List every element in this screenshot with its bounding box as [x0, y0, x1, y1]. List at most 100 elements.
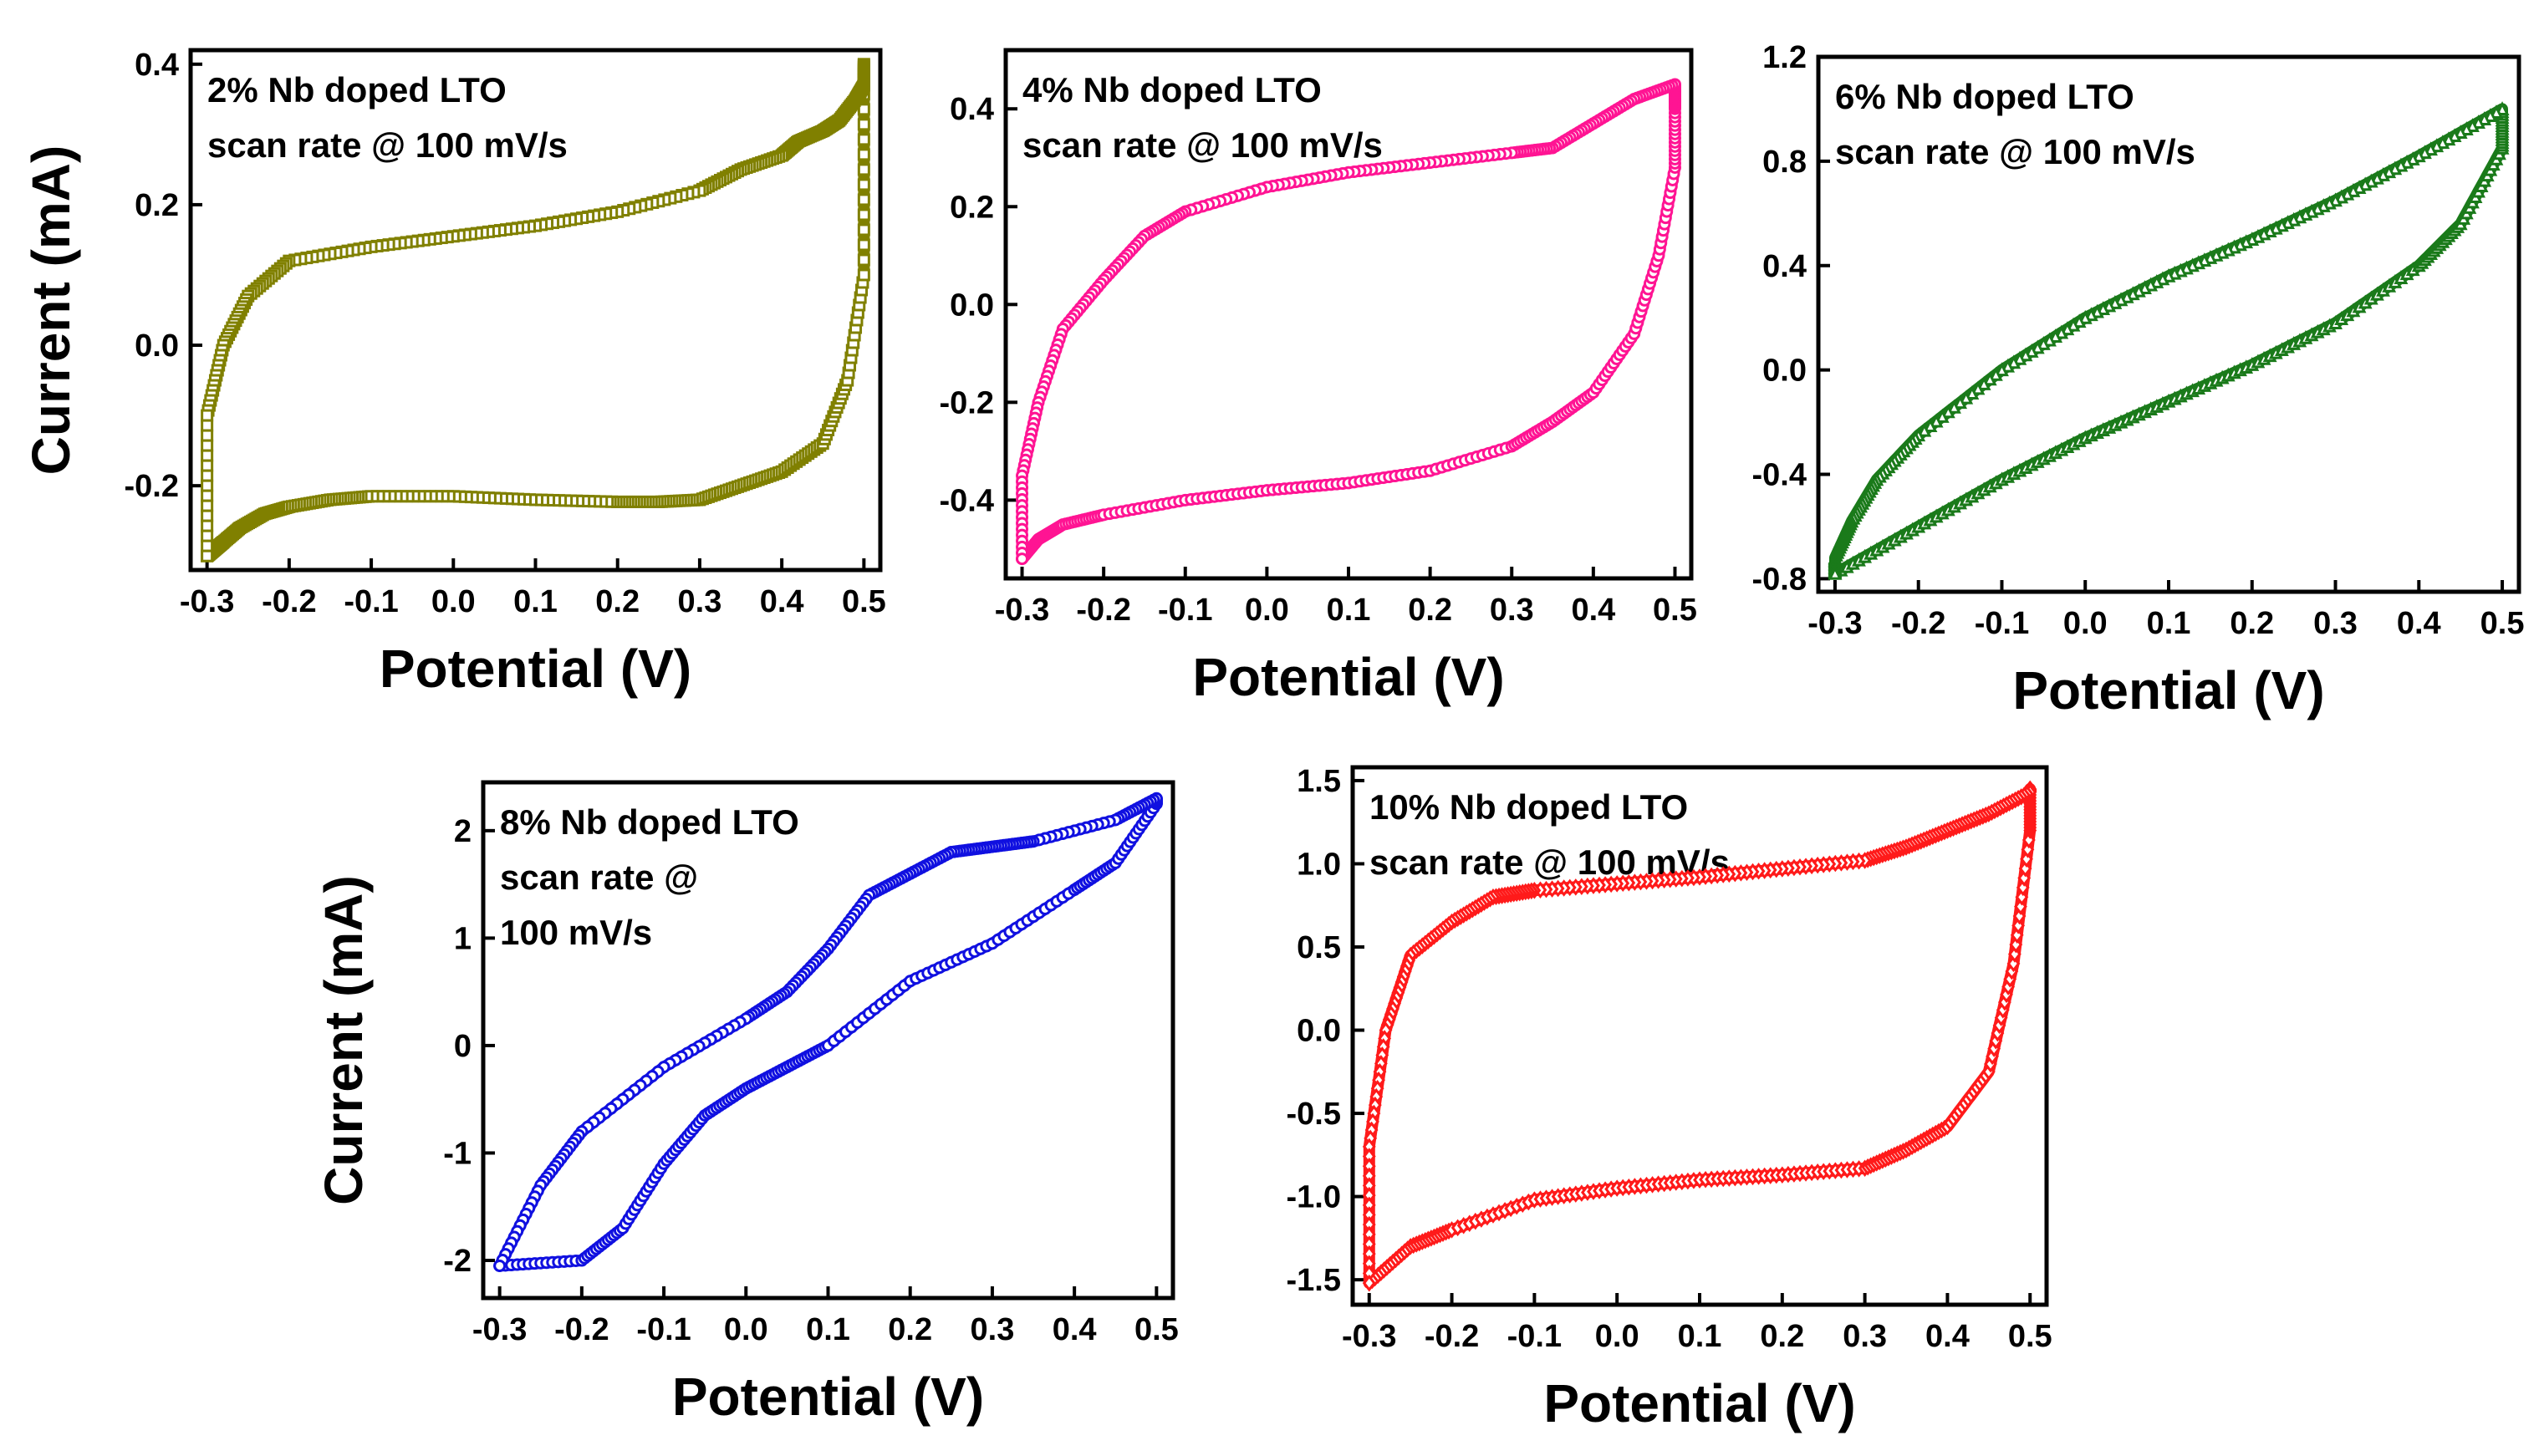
- x-tick-label: 0.1: [2147, 606, 2191, 641]
- y-tick-label: 0.0: [950, 288, 994, 323]
- data-point: [201, 469, 214, 482]
- data-point: [1929, 413, 1944, 428]
- x-tick-label: -0.1: [636, 1312, 691, 1347]
- x-axis-label: Potential (V): [2012, 660, 2324, 720]
- x-tick-label: -0.1: [1975, 606, 2029, 641]
- data-point: [2021, 841, 2035, 858]
- data-point: [201, 459, 214, 472]
- x-tick-label: 0.1: [1678, 1319, 1722, 1354]
- data-point: [2072, 313, 2087, 328]
- data-point: [2030, 339, 2045, 354]
- data-point: [201, 479, 214, 492]
- x-tick-label: -0.1: [1507, 1319, 1562, 1354]
- annotation-line: scan rate @ 100 mV/s: [1835, 132, 2195, 171]
- y-axis-label: Current (mA): [314, 875, 374, 1205]
- x-tick-label: 0.0: [1245, 593, 1289, 628]
- x-tick-label: -0.3: [1342, 1319, 1396, 1354]
- data-point: [857, 163, 870, 176]
- panel-10pct: -0.3 -0.2 -0.1 0.0 0.1 0.2 0.3 0.4 0.5 -1.5 -1.0 -0…: [1287, 764, 2052, 1433]
- data-point: [1923, 418, 1938, 433]
- data-point: [857, 133, 870, 146]
- data-point: [1982, 371, 1997, 386]
- y-tick-label: -0.4: [940, 483, 994, 518]
- data-point: [857, 268, 870, 282]
- data-point: [2054, 324, 2069, 339]
- series-10-nb-doped-lto: [1362, 780, 2037, 1292]
- y-tick-label: -1.0: [1287, 1180, 1341, 1215]
- data-point: [1988, 366, 2003, 381]
- x-tick-label: 0.4: [760, 584, 804, 619]
- data-point: [1976, 376, 1991, 390]
- y-tick-label: 0.4: [950, 92, 994, 127]
- y-tick-label: 0.2: [950, 190, 994, 225]
- data-point: [2012, 350, 2027, 365]
- y-tick-label: 0.2: [135, 188, 179, 223]
- data-point: [201, 529, 214, 542]
- panel-8pct: -0.3 -0.2 -0.1 0.0 0.1 0.2 0.3 0.4 0.5 -2 -1 0 1 2 Pot…: [314, 780, 1179, 1427]
- y-tick-label: 0.0: [1297, 1014, 1341, 1049]
- x-axis-label: Potential (V): [1543, 1373, 1855, 1433]
- y-tick-label: 1.2: [1762, 40, 1807, 75]
- x-tick-label: -0.2: [262, 584, 316, 619]
- y-tick-label: -0.2: [940, 385, 994, 420]
- x-tick-label: 0.1: [806, 1312, 850, 1347]
- y-tick-label: -0.4: [1752, 458, 1807, 493]
- x-tick-label: 0.0: [431, 584, 476, 619]
- data-point: [857, 223, 870, 237]
- y-tick-label: -0.5: [1287, 1097, 1341, 1132]
- y-tick-label: 0.0: [135, 328, 179, 364]
- data-point: [201, 549, 214, 563]
- y-tick-label: 2: [454, 814, 472, 849]
- y-tick-label: 0: [454, 1029, 472, 1064]
- annotation-line: scan rate @: [500, 858, 698, 897]
- x-tick-label: -0.2: [554, 1312, 609, 1347]
- data-point: [857, 178, 870, 191]
- data-point: [2078, 309, 2093, 324]
- x-tick-label: 0.3: [2313, 606, 2358, 641]
- data-point: [1971, 380, 1986, 395]
- data-point: [2060, 321, 2075, 336]
- series-8-nb-doped-lto: [493, 792, 1163, 1272]
- annotation-line: 6% Nb doped LTO: [1835, 77, 2134, 116]
- x-tick-label: -0.3: [180, 584, 234, 619]
- x-tick-label: 0.3: [1490, 593, 1534, 628]
- x-tick-label: 0.1: [1327, 593, 1371, 628]
- x-tick-label: 0.4: [1925, 1319, 1970, 1354]
- annotation-line: 10% Nb doped LTO: [1369, 787, 1688, 827]
- data-point: [2042, 332, 2057, 347]
- x-tick-label: 0.4: [1571, 593, 1615, 628]
- data-point: [1959, 389, 1974, 405]
- x-tick-label: -0.1: [344, 584, 398, 619]
- x-tick-label: 0.2: [1408, 593, 1452, 628]
- data-point: [1995, 362, 2009, 377]
- data-point: [1016, 552, 1029, 566]
- data-point: [201, 439, 214, 452]
- x-tick-label: 0.0: [724, 1312, 768, 1347]
- annotation-line: 8% Nb doped LTO: [500, 802, 799, 842]
- data-point: [857, 118, 870, 131]
- annotation-line: scan rate @ 100 mV/s: [1022, 125, 1383, 165]
- data-point: [1362, 1274, 1376, 1292]
- series-6-nb-doped-lto: [1828, 101, 2510, 580]
- data-point: [201, 489, 214, 502]
- data-point: [201, 519, 214, 532]
- x-tick-label: -0.3: [472, 1312, 527, 1347]
- y-tick-label: 1.0: [1297, 847, 1341, 882]
- annotation-line: 4% Nb doped LTO: [1022, 70, 1322, 109]
- cv-curve: [1829, 103, 2508, 580]
- x-tick-label: 0.3: [678, 584, 722, 619]
- data-point: [1965, 385, 1980, 400]
- y-axis-label: Current (mA): [21, 145, 81, 476]
- x-tick-label: -0.2: [1076, 593, 1130, 628]
- x-axis-label: Potential (V): [672, 1367, 984, 1427]
- data-point: [1828, 565, 1843, 580]
- data-point: [857, 103, 870, 116]
- x-tick-label: 0.2: [2230, 606, 2274, 641]
- x-tick-label: 0.5: [2480, 606, 2525, 641]
- annotation-line: scan rate @ 100 mV/s: [207, 125, 568, 165]
- data-point: [1947, 399, 1961, 414]
- x-tick-label: 0.4: [1053, 1312, 1097, 1347]
- y-tick-label: -0.8: [1752, 562, 1807, 597]
- data-point: [1953, 395, 1968, 410]
- panel-4pct: -0.3 -0.2 -0.1 0.0 0.1 0.2 0.3 0.4 0.5 -0.4 -0.2 0.…: [940, 48, 1697, 707]
